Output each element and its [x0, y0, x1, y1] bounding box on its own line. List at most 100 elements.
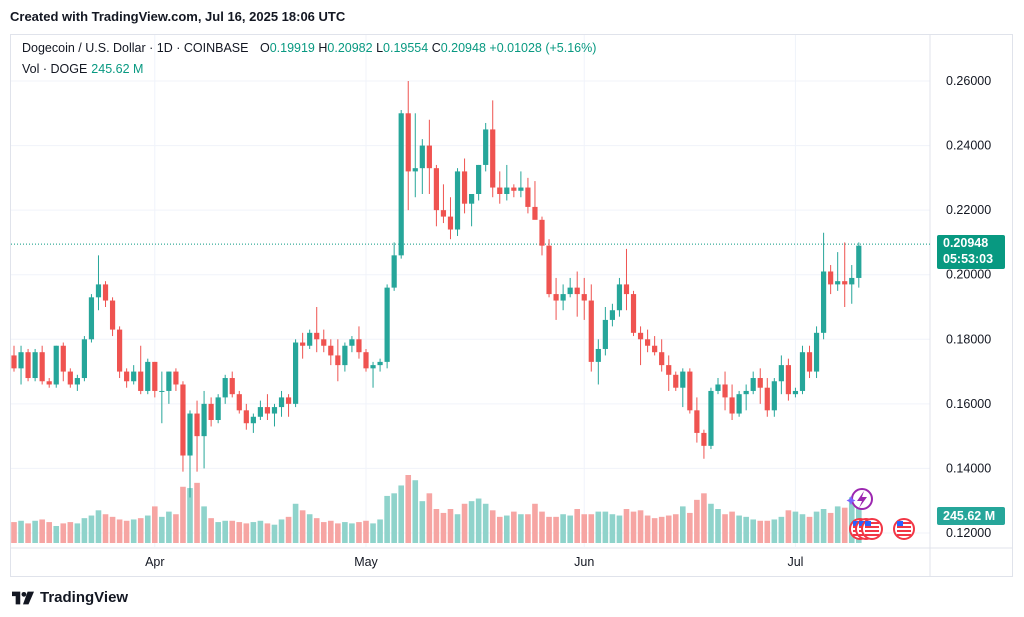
- volume-bar: [764, 520, 771, 543]
- volume-bar: [743, 516, 749, 543]
- candle-body: [342, 345, 348, 366]
- candle-body: [46, 381, 52, 385]
- volume-bar: [841, 507, 848, 543]
- y-tick-label: 0.18000: [946, 332, 991, 346]
- candle-body: [293, 342, 299, 404]
- candle-body: [314, 332, 320, 340]
- candle-body: [532, 206, 538, 220]
- chart-frame: [10, 34, 1013, 577]
- open-label: O: [259, 41, 270, 55]
- candle-body: [384, 287, 390, 362]
- candle-body: [630, 294, 637, 333]
- candle-body: [335, 355, 341, 366]
- tradingview-logo[interactable]: TradingView: [12, 589, 128, 606]
- volume-bar: [658, 516, 665, 543]
- volume-bar: [215, 522, 221, 543]
- candle-body: [799, 352, 806, 391]
- candle-body: [419, 145, 425, 169]
- candle-body: [518, 187, 524, 191]
- us-flag-event-icon: [861, 518, 883, 540]
- tradingview-logo-icon: [12, 591, 34, 604]
- candle-body: [588, 300, 594, 362]
- candle-body: [553, 294, 559, 301]
- candle-body: [229, 378, 235, 395]
- candle-body: [426, 145, 432, 169]
- volume-bar: [194, 482, 200, 543]
- candle-body: [778, 365, 784, 382]
- candle-body: [806, 352, 813, 372]
- candle-body: [102, 284, 109, 301]
- candle-body: [53, 345, 59, 385]
- candle-body: [124, 371, 130, 382]
- candle-body: [32, 352, 38, 379]
- low-label: L: [376, 41, 384, 55]
- volume-bar: [475, 498, 482, 543]
- candle-body: [321, 339, 327, 346]
- low-value: 0.19554: [383, 41, 429, 55]
- volume-bar: [447, 509, 454, 543]
- candle-body: [609, 310, 615, 320]
- y-tick-label: 0.26000: [946, 74, 991, 88]
- volume-bar: [694, 499, 700, 543]
- x-tick-label: Apr: [145, 555, 164, 569]
- x-tick-label: Jul: [787, 555, 803, 569]
- candle-body: [616, 284, 623, 311]
- volume-bar: [201, 506, 207, 543]
- candle-body: [602, 319, 608, 349]
- candle-body: [687, 371, 693, 411]
- candle-body: [497, 187, 503, 194]
- volume-bar: [271, 524, 278, 543]
- candle-body: [476, 164, 482, 194]
- candle-body: [356, 339, 362, 353]
- volume-bar: [525, 514, 531, 543]
- candle-body: [88, 297, 95, 340]
- volume-bar: [81, 518, 88, 543]
- volume-bar: [553, 516, 559, 543]
- volume-bar: [792, 511, 799, 543]
- candle-body: [835, 281, 841, 285]
- volume-bar: [363, 520, 369, 543]
- volume-bar: [799, 514, 806, 543]
- candle-body: [842, 281, 848, 285]
- candle-body: [278, 397, 285, 408]
- volume-bar: [320, 522, 327, 543]
- candle-body: [60, 345, 66, 372]
- last-price-value: 0.20948: [943, 236, 989, 250]
- close-label: C: [431, 41, 441, 55]
- volume-bar: [419, 501, 426, 543]
- volume-bar: [813, 511, 820, 543]
- volume-bar: [630, 511, 637, 543]
- volume-bar: [187, 488, 193, 543]
- volume-label: Vol · DOGE: [22, 62, 88, 76]
- volume-bar: [750, 519, 756, 543]
- candle-body: [771, 381, 777, 411]
- candle-body: [581, 294, 587, 301]
- candle-body: [138, 371, 144, 391]
- candle-body: [109, 300, 116, 330]
- high-label: H: [318, 41, 328, 55]
- volume-bar: [292, 503, 299, 543]
- volume-bar: [518, 514, 524, 543]
- volume-bar: [250, 522, 257, 543]
- lightning-event-icon: [846, 488, 873, 510]
- volume-bar: [306, 514, 313, 543]
- candle-body: [856, 245, 862, 278]
- candle-body: [131, 371, 137, 382]
- volume-bar: [609, 514, 616, 543]
- volume-bar: [588, 514, 595, 543]
- candle-body: [729, 397, 735, 414]
- volume-bar: [335, 523, 341, 543]
- candle-body: [743, 390, 749, 395]
- candle-body: [180, 384, 186, 456]
- volume-bar: [602, 511, 609, 543]
- volume-bar: [736, 515, 742, 543]
- candle-body: [595, 348, 601, 362]
- y-tick-label: 0.12000: [946, 526, 991, 540]
- candle-body: [215, 397, 221, 420]
- candle-body: [680, 371, 686, 388]
- volume-bar: [74, 523, 81, 543]
- symbol-legend: Dogecoin / U.S. Dollar · 1D · COINBASE O…: [22, 41, 596, 55]
- candle-body: [454, 171, 461, 230]
- volume-bar: [757, 520, 764, 543]
